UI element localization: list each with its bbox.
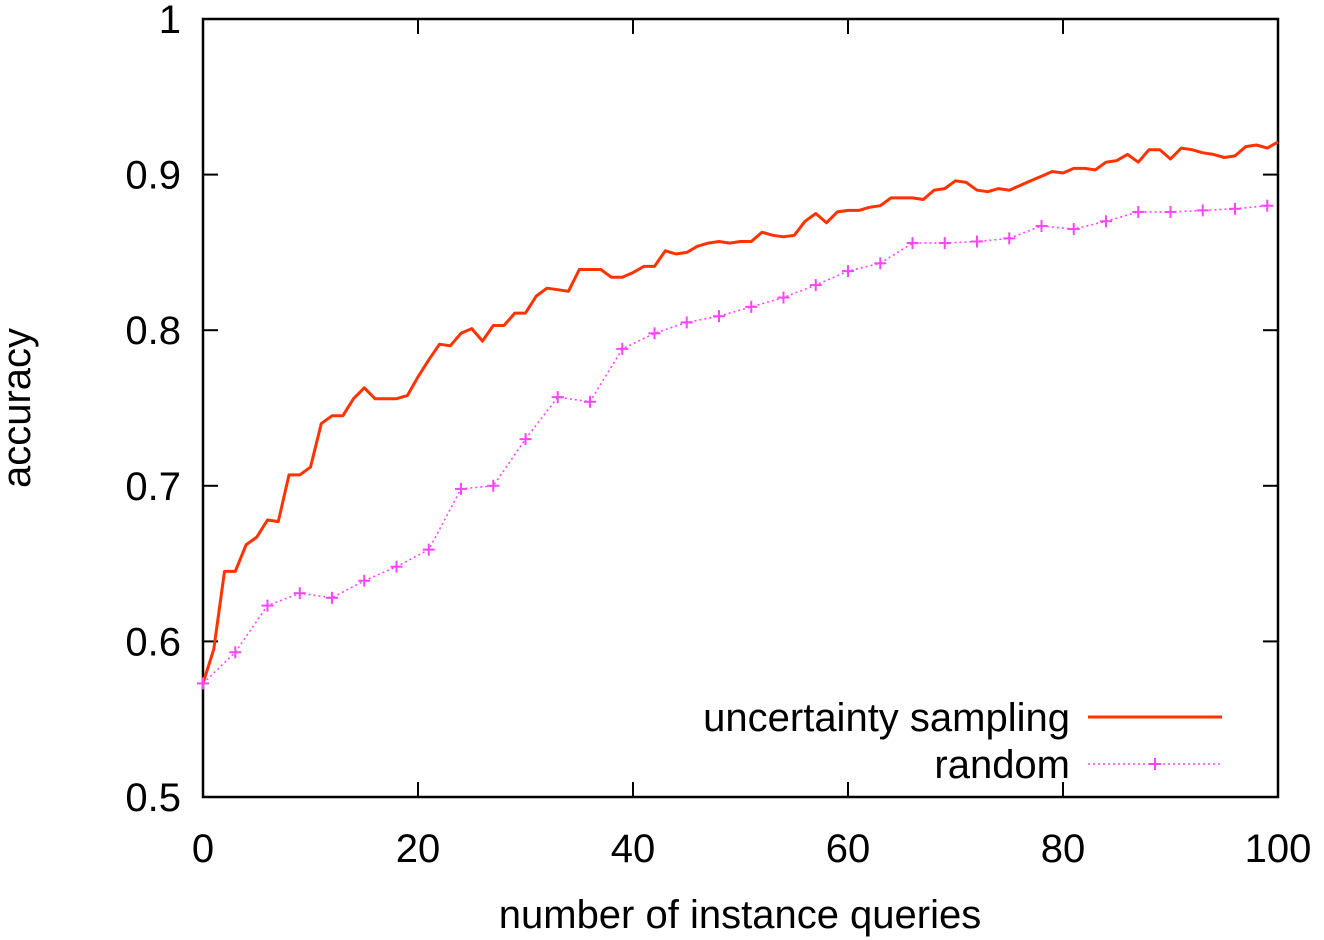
y-tick-label: 0.9 <box>125 154 181 198</box>
x-axis-title: number of instance queries <box>499 893 982 937</box>
series-line-uncertainty-sampling <box>201 140 1279 684</box>
x-tick-label: 60 <box>826 827 871 871</box>
axis-ticks: 0.5 0.6 0.7 0.8 0.9 1 0 20 40 60 80 100 <box>125 0 1311 871</box>
x-tick-label: 80 <box>1041 827 1086 871</box>
y-tick-label: 0.5 <box>125 776 181 820</box>
legend: uncertainty sampling random <box>703 696 1222 787</box>
legend-label-random: random <box>934 743 1070 787</box>
series-line-random <box>202 204 1268 684</box>
legend-marker-random <box>1149 758 1161 770</box>
series-layer <box>197 140 1279 690</box>
x-tick-label: 40 <box>611 827 656 871</box>
y-axis-title: accuracy <box>0 328 39 488</box>
y-tick-label: 1 <box>159 0 181 42</box>
x-tick-label: 20 <box>396 827 441 871</box>
y-tick-label: 0.6 <box>125 620 181 664</box>
series-markers-random <box>197 199 1274 690</box>
y-tick-label: 0.7 <box>125 465 181 509</box>
legend-label-uncertainty-sampling: uncertainty sampling <box>703 696 1070 740</box>
plot-frame <box>201 17 1280 799</box>
y-tick-label: 0.8 <box>125 309 181 353</box>
x-tick-label: 100 <box>1245 827 1312 871</box>
x-tick-label: 0 <box>192 827 214 871</box>
